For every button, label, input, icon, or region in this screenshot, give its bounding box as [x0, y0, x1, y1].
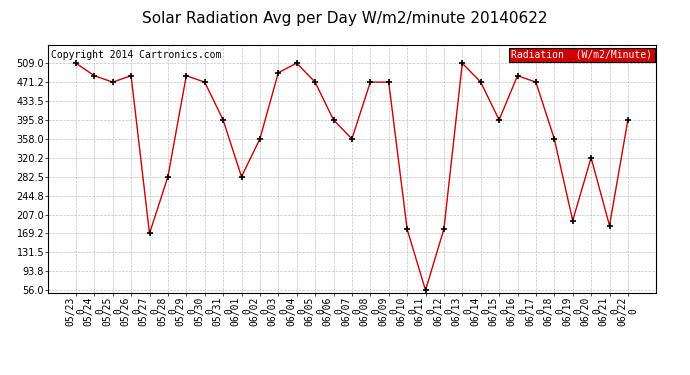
Text: Solar Radiation Avg per Day W/m2/minute 20140622: Solar Radiation Avg per Day W/m2/minute … — [142, 11, 548, 26]
Text: Copyright 2014 Cartronics.com: Copyright 2014 Cartronics.com — [51, 50, 221, 60]
Text: Radiation  (W/m2/Minute): Radiation (W/m2/Minute) — [511, 50, 653, 60]
